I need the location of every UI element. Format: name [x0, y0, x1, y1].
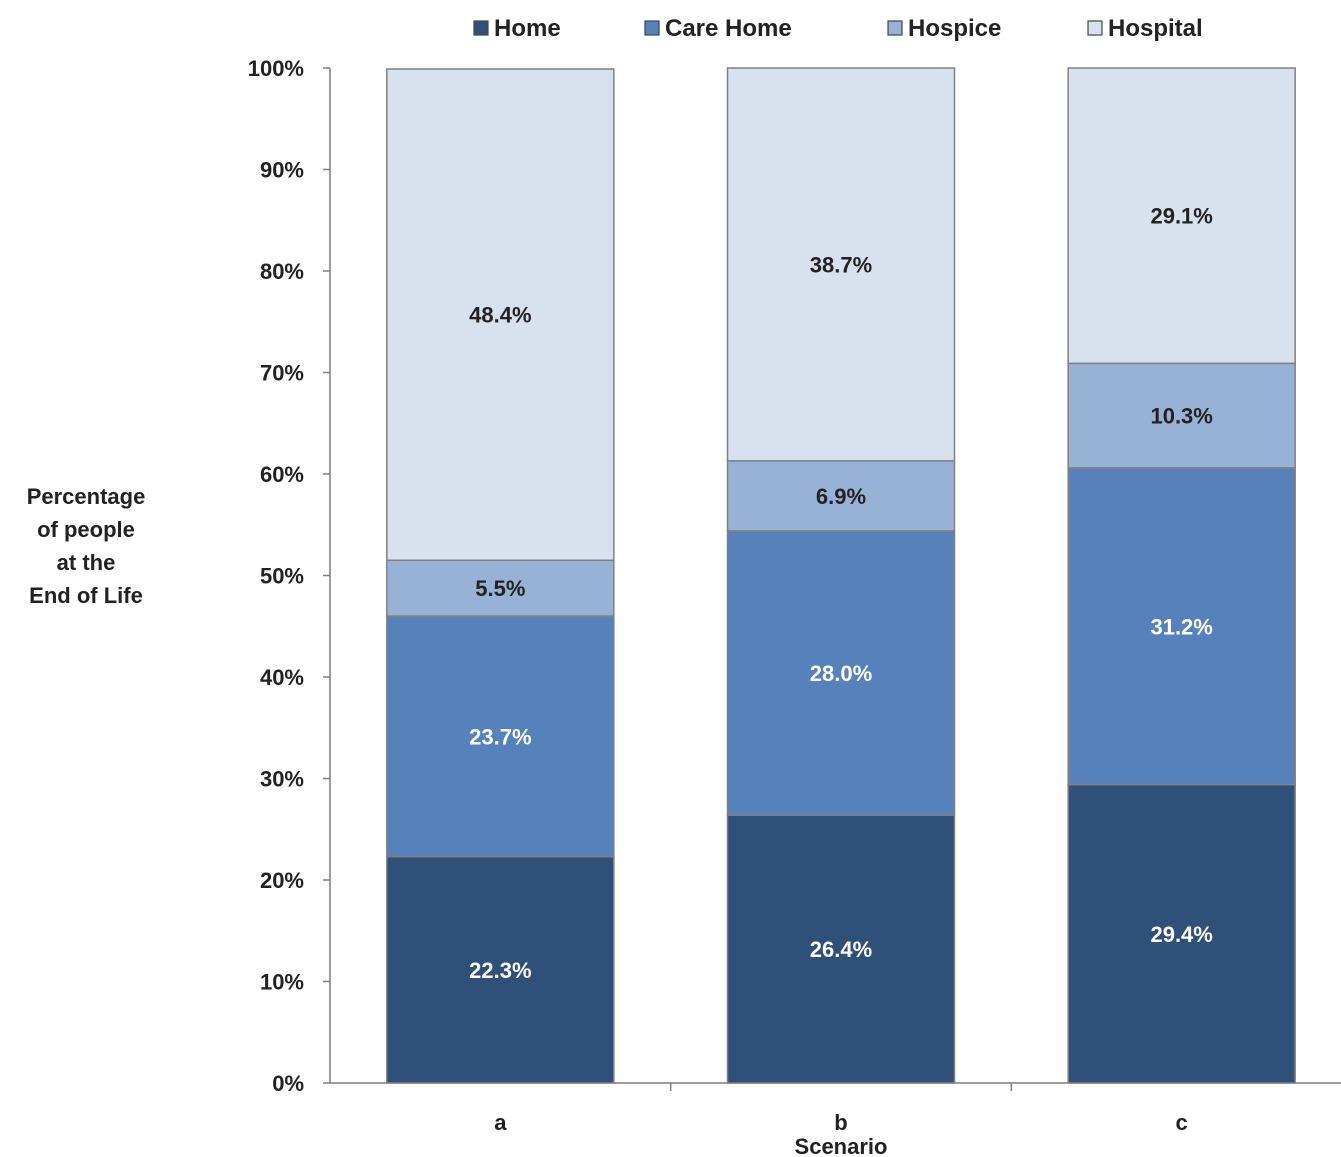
legend-swatch-home: [473, 20, 489, 36]
data-label: 5.5%: [475, 576, 525, 601]
legend-swatch-care-home: [644, 20, 660, 36]
bar-segment-hospital: [726, 67, 956, 462]
y-axis-title-line-2: of people: [37, 517, 135, 542]
legend-swatch-hospital: [1087, 20, 1103, 36]
y-tick-label: 70%: [260, 361, 304, 386]
legend-label: Home: [494, 15, 561, 42]
data-label: 6.9%: [816, 484, 866, 509]
bar-segment-hospice: [386, 559, 615, 617]
data-label: 23.7%: [469, 724, 531, 749]
data-label: 48.4%: [469, 303, 531, 328]
y-tick-label: 60%: [260, 462, 304, 487]
y-tick-label: 90%: [260, 158, 304, 183]
legend-label: Care Home: [665, 15, 792, 42]
bar-segment-home: [1067, 783, 1296, 1084]
y-tick-label: 30%: [260, 767, 304, 792]
bar-segment-hospice: [1067, 362, 1296, 469]
y-tick-label: 40%: [260, 665, 304, 690]
legend-label: Hospice: [908, 15, 1001, 42]
y-tick-label: 10%: [260, 970, 304, 995]
bar-segment-hospital: [1067, 67, 1296, 365]
x-category-label: a: [494, 1110, 507, 1135]
bar-segment-home: [726, 814, 956, 1084]
bar-segment-care-home: [386, 615, 615, 858]
data-label: 22.3%: [469, 958, 531, 983]
legend-label: Hospital: [1108, 15, 1203, 42]
y-tick-label: 0%: [272, 1071, 304, 1096]
x-category-label: b: [834, 1110, 847, 1135]
bar-segment-care-home: [1067, 467, 1296, 786]
data-label: 26.4%: [810, 937, 872, 962]
y-tick-label: 50%: [260, 564, 304, 589]
legend-swatch-hospice: [887, 20, 903, 36]
bar-segment-home: [386, 855, 615, 1084]
bar-segment-care-home: [726, 530, 956, 816]
data-label: 38.7%: [810, 252, 872, 277]
data-label: 31.2%: [1150, 614, 1212, 639]
y-tick-label: 100%: [248, 56, 304, 81]
data-label: 28.0%: [810, 661, 872, 686]
data-label: 29.1%: [1150, 204, 1212, 229]
bar-segment-hospital: [386, 68, 615, 562]
y-tick-label: 80%: [260, 259, 304, 284]
x-category-label: c: [1176, 1110, 1188, 1135]
y-axis-title-line-3: at the: [56, 550, 116, 575]
y-axis-title-line-4: End of Life: [29, 583, 143, 608]
y-axis-title: Percentage of people at the End of Life: [0, 480, 172, 612]
data-label: 29.4%: [1150, 922, 1212, 947]
y-axis-title-line-1: Percentage: [26, 484, 146, 509]
data-label: 10.3%: [1150, 404, 1212, 429]
x-axis-title: Scenario: [795, 1134, 888, 1157]
bar-segment-hospice: [726, 460, 956, 532]
y-tick-label: 20%: [260, 868, 304, 893]
